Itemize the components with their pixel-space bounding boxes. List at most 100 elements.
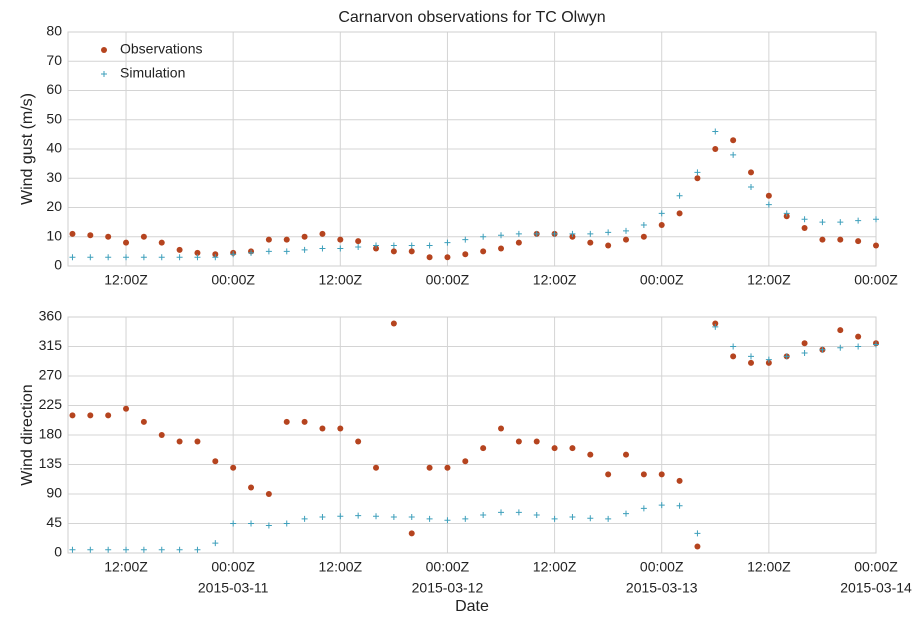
plus-marker: [319, 245, 326, 252]
plus-marker: [605, 229, 612, 236]
plus-marker: [515, 230, 522, 237]
dot-marker: [730, 137, 737, 144]
y-tick-label: 0: [54, 544, 62, 560]
y-tick-label: 270: [39, 367, 63, 383]
plus-marker: [373, 513, 380, 520]
plus-marker: [426, 515, 433, 522]
plus-marker: [783, 353, 790, 360]
dot-marker: [337, 425, 344, 432]
dot-marker: [765, 192, 772, 199]
dot-marker: [69, 230, 76, 237]
y-tick-label: 30: [46, 169, 62, 185]
plus-marker: [587, 230, 594, 237]
plus-marker: [765, 201, 772, 208]
dot-marker: [301, 233, 308, 240]
x-tick-label: 00:00Z: [211, 559, 255, 575]
dot-marker: [140, 233, 147, 240]
series: [69, 323, 879, 553]
dot-marker: [712, 146, 719, 152]
plus-marker: [569, 513, 576, 520]
plus-marker: [658, 502, 665, 509]
dot-marker: [158, 239, 165, 246]
y-tick-label: 225: [39, 396, 63, 412]
plus-marker: [301, 246, 308, 253]
plus-marker: [587, 515, 594, 522]
y-tick-label: 40: [46, 140, 62, 156]
plus-marker: [837, 344, 844, 351]
dot-marker: [623, 236, 630, 243]
x-date-label: 2015-03-11: [198, 580, 269, 596]
plus-marker: [230, 520, 237, 527]
series: [69, 128, 879, 261]
plus-marker: [873, 341, 879, 348]
y-tick-label: 50: [46, 110, 62, 126]
subplot: 0 10 20 30 40 50 60 70 80 12:00Z 00:00Z 12:00Z 00:00…: [19, 23, 898, 288]
dot-marker: [676, 477, 683, 484]
plus-marker: [390, 242, 397, 249]
plus-marker: [248, 520, 255, 527]
plus-marker: [855, 343, 862, 350]
plus-marker: [694, 530, 701, 537]
dot-marker: [426, 464, 433, 471]
dot-marker: [212, 458, 219, 465]
plus-marker: [605, 515, 612, 522]
dot-marker: [373, 464, 380, 471]
dot-marker: [587, 239, 594, 246]
plus-marker: [676, 192, 683, 199]
plus-marker: [301, 515, 308, 522]
dot-marker: [355, 238, 362, 245]
plus-marker: [69, 546, 76, 553]
dot-marker: [123, 239, 130, 246]
x-date-label: 2015-03-14: [840, 580, 912, 596]
dot-marker: [194, 249, 201, 256]
dot-marker: [140, 418, 147, 425]
dot-marker: [390, 320, 397, 327]
y-axis-label: Wind direction: [19, 384, 36, 485]
x-tick-label: 00:00Z: [640, 559, 684, 575]
plus-marker: [837, 219, 844, 226]
plus-marker: [140, 546, 147, 553]
plus-marker: [158, 546, 165, 553]
plus-marker: [105, 546, 112, 553]
plus-marker: [498, 509, 505, 516]
plus-marker: [140, 254, 147, 261]
plus-marker: [408, 242, 415, 249]
plus-marker: [123, 546, 130, 553]
plus-marker: [480, 511, 487, 518]
x-tick-label: 12:00Z: [319, 272, 363, 288]
dot-marker: [105, 233, 112, 240]
plus-marker: [819, 346, 826, 353]
plus-marker: [855, 217, 862, 224]
y-axis-label: Wind gust (m/s): [19, 93, 36, 205]
x-tick-label: 12:00Z: [747, 559, 791, 575]
dot-marker: [248, 484, 255, 491]
dot-marker: [176, 438, 183, 445]
x-tick-label: 00:00Z: [854, 559, 898, 575]
y-tick-label: 80: [46, 23, 62, 39]
dot-marker: [194, 438, 201, 445]
x-axis-label: Date: [455, 598, 489, 615]
dot-marker: [623, 451, 630, 458]
plus-marker: [551, 230, 558, 237]
dot-marker: [87, 412, 94, 419]
plus-marker: [265, 522, 272, 529]
plus-marker: [265, 248, 272, 255]
plus-marker: [658, 210, 665, 217]
dot-marker: [265, 236, 272, 243]
dot-marker: [337, 236, 344, 243]
plus-marker: [640, 222, 647, 229]
dot-marker: [101, 47, 107, 53]
dot-marker: [730, 353, 737, 360]
x-tick-label: 00:00Z: [426, 272, 470, 288]
legend-label: Observations: [120, 41, 202, 57]
dot-marker: [230, 464, 237, 471]
dot-marker: [87, 232, 94, 239]
plus-marker: [765, 356, 772, 363]
plus-marker: [819, 219, 826, 226]
plus-marker: [212, 540, 219, 547]
dot-marker: [640, 233, 647, 240]
plus-marker: [694, 169, 701, 176]
dot-marker: [801, 224, 808, 231]
dot-marker: [748, 169, 755, 176]
dot-marker: [498, 245, 505, 252]
